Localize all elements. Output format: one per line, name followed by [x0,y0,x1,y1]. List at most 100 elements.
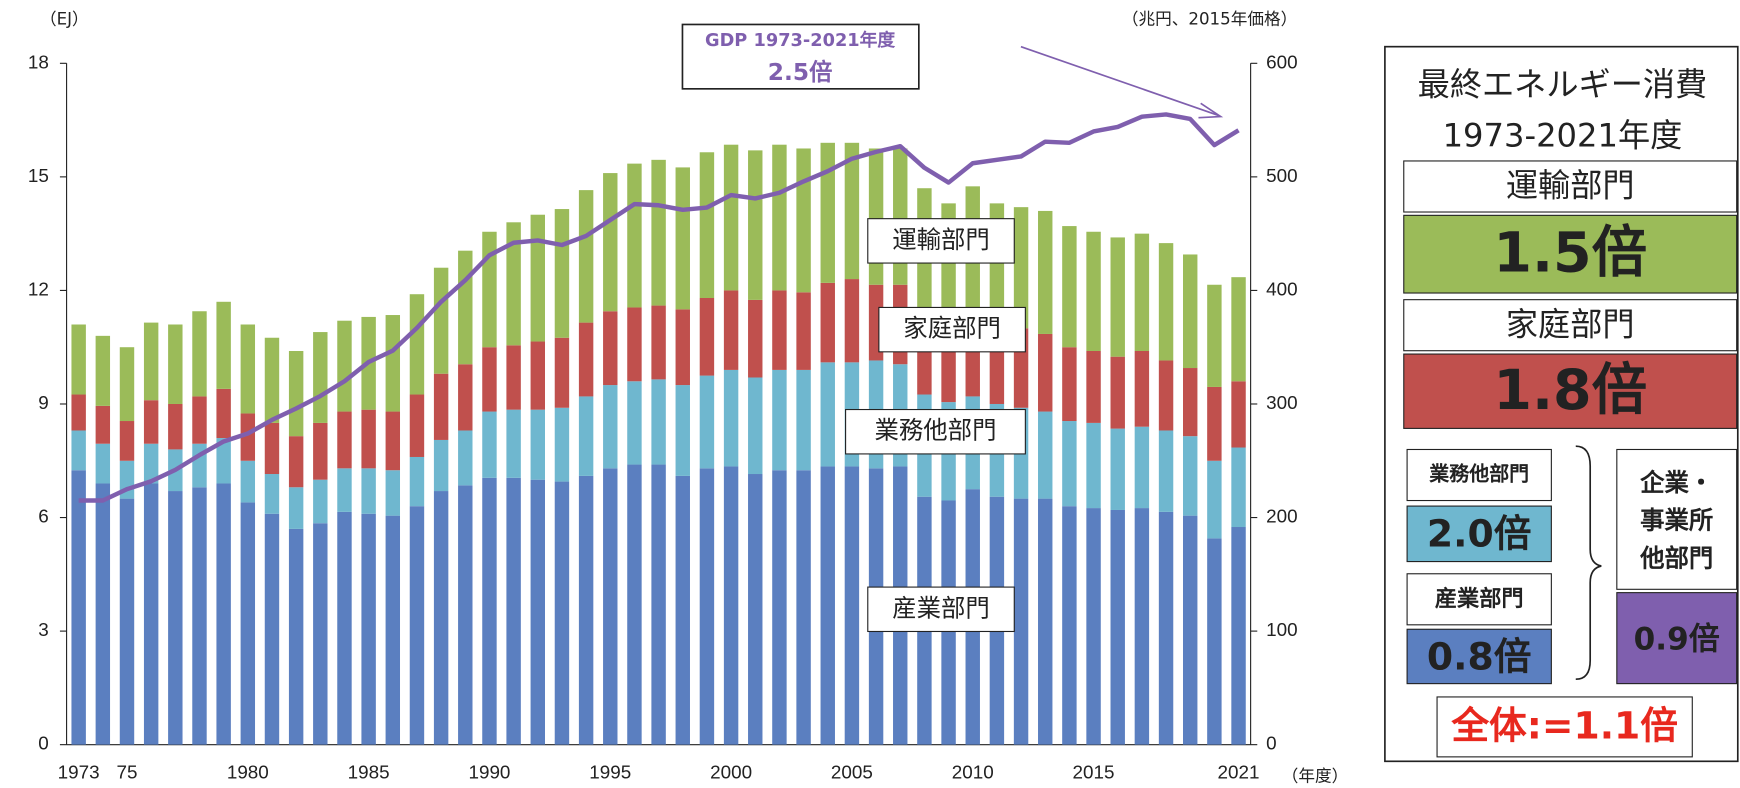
bar-segment [868,148,884,285]
bar-segment [288,436,304,488]
bar-segment [578,396,594,476]
panel-title: 最終エネルギー消費 [1418,66,1708,104]
bar-segment [699,468,715,745]
bar-segment [313,523,328,745]
y-tick-label: 9 [38,392,49,413]
panel-value: 1.5倍 [1493,222,1647,286]
bar-segment [627,464,642,745]
bar-segment [192,396,207,444]
bar-segment [578,190,594,323]
bar-segment [95,335,111,406]
bar-segment [603,385,618,469]
bar-segment [361,468,376,514]
bar-segment [240,460,256,503]
bar-segment [409,394,425,457]
bar-segment [361,513,376,745]
bar-segment [1231,277,1246,382]
bar-segment [844,466,860,745]
x-tick-label: 1995 [589,761,631,782]
bar-segment [554,481,570,745]
bar-segment [1134,233,1150,351]
box [1406,628,1552,685]
box [1403,214,1738,294]
bar-segment [675,385,690,476]
bar-segment [820,466,835,745]
bar-segment [1110,356,1125,429]
bar-segment [893,148,908,285]
bar-segment [482,411,497,478]
y2-tick-label: 600 [1266,51,1297,72]
bar-segment [748,150,763,300]
y-tick-label: 15 [28,165,49,186]
bar-segment [772,144,787,291]
x-tick-label: 1990 [468,761,510,782]
bar-segment [1158,243,1174,361]
bar-segment [1110,237,1125,357]
bar-segment [796,369,811,471]
bar-segment [530,479,545,745]
bar-segment [530,409,545,480]
bar-segment [1038,411,1053,499]
annotation-title: GDP 1973-2021年度 [705,29,895,51]
bar-segment [240,324,256,414]
label-box [867,586,1015,633]
bar-segment [603,468,618,745]
bar-segment [1207,538,1222,745]
bar-segment [578,475,594,745]
bar-segment [530,341,545,410]
bar-segment [264,422,280,475]
bar-segment [119,498,135,745]
bar-segment [95,443,111,484]
bar-segment [723,369,739,467]
series-labels: 運輸部門 家庭部門 業務他部門 産業部門 [845,218,1026,633]
bar-segment [627,307,642,382]
bar-segment [168,491,183,745]
panel-period: 1973-2021年度 [1443,117,1683,155]
bar-segment [288,487,304,529]
bar-segment [1062,421,1077,507]
summary-panel: 最終エネルギー消費 1973-2021年度 運輸部門 1.5倍 家庭部門 1.8… [1384,45,1739,763]
bar-segment [675,475,690,745]
panel-label: 家庭部門 [1506,305,1635,343]
bar-segment [240,502,256,745]
bar-segment [192,487,207,745]
panel-value: 0.8倍 [1427,635,1532,679]
bar-segment [385,411,401,471]
bar-segment [71,470,86,745]
bar-segment [1158,511,1174,745]
y-tick-label: 6 [38,506,49,527]
bar-segment [603,311,618,386]
bar-segment [71,394,86,431]
bar-segment [313,479,328,524]
panel-label: 事業所 [1640,506,1713,535]
bar-segment [820,282,835,363]
bar-segment [482,231,497,348]
bar-segment [1183,254,1198,369]
bar-segment [554,337,570,408]
bar-segment [1062,347,1077,422]
label-box [878,306,1026,353]
bar-segment [409,294,425,395]
bar-segment [1013,207,1029,329]
bar-segment [458,430,473,486]
bar-segment [1134,350,1150,427]
bar-segment [264,513,280,745]
bar-segment [1134,508,1150,745]
bar-segment [337,468,352,512]
bar-segment [216,438,231,484]
box [1406,448,1552,502]
annotation-arrow [1020,45,1219,117]
bar-segment [796,470,811,745]
bar-segment [143,322,159,401]
bar-segment [651,464,666,745]
bar-segment [313,332,328,423]
bar-segment [627,163,642,308]
bar-segment [1207,386,1222,461]
bar-segment [530,214,545,342]
annotation-value: 2.5倍 [768,58,833,86]
panel-label: 運輸部門 [1506,167,1635,205]
bar-segment [675,309,690,386]
bar-segment [433,373,449,440]
bar-segment [723,466,739,745]
